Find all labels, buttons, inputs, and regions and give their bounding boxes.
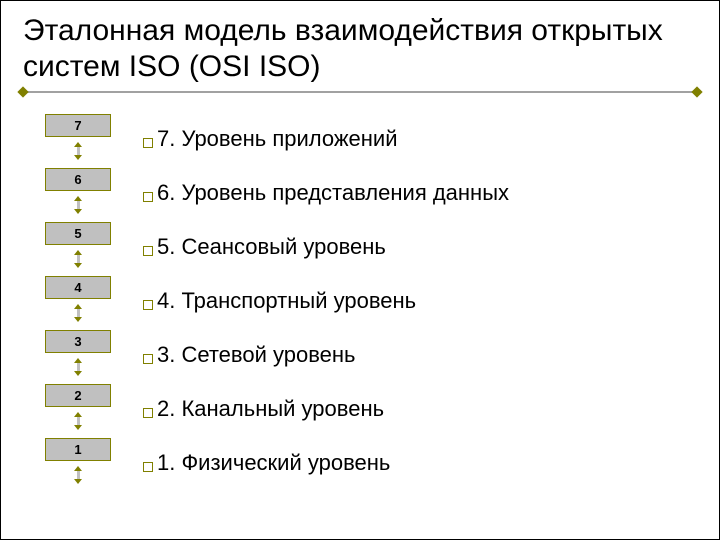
layer-description-text: 7. Уровень приложений — [157, 127, 398, 151]
layer-number-box: 1 — [45, 438, 111, 461]
layer-description: 6. Уровень представления данных — [133, 178, 697, 205]
layer-description: 2. Канальный уровень — [133, 394, 697, 421]
layer-description-text: 5. Сеансовый уровень — [157, 235, 386, 259]
layer-description: 3. Сетевой уровень — [133, 340, 697, 367]
number-column: 3 — [23, 330, 133, 378]
bullet-icon — [143, 192, 153, 202]
layer-number-box: 6 — [45, 168, 111, 191]
list-item: 5 5. Сеансовый уровень — [23, 219, 697, 273]
layer-description-text: 3. Сетевой уровень — [157, 343, 356, 367]
double-arrow-icon — [75, 248, 81, 270]
number-column: 6 — [23, 168, 133, 216]
number-column: 7 — [23, 114, 133, 162]
layer-description-text: 4. Транспортный уровень — [157, 289, 416, 313]
bullet-icon — [143, 300, 153, 310]
layer-number-box: 3 — [45, 330, 111, 353]
bullet-icon — [143, 354, 153, 364]
number-column: 2 — [23, 384, 133, 432]
layer-description: 4. Транспортный уровень — [133, 286, 697, 313]
list-item: 1 1. Физический уровень — [23, 435, 697, 489]
double-arrow-icon — [75, 410, 81, 432]
layer-description: 7. Уровень приложений — [133, 124, 697, 151]
bullet-icon — [143, 408, 153, 418]
list-item: 7 7. Уровень приложений — [23, 111, 697, 165]
double-arrow-icon — [75, 356, 81, 378]
layer-number-box: 2 — [45, 384, 111, 407]
layer-description-text: 6. Уровень представления данных — [157, 181, 509, 205]
double-arrow-icon — [75, 464, 81, 486]
list-item: 4 4. Транспортный уровень — [23, 273, 697, 327]
layer-number-box: 7 — [45, 114, 111, 137]
bullet-icon — [143, 462, 153, 472]
layer-description-text: 1. Физический уровень — [157, 451, 390, 475]
list-item: 6 6. Уровень представления данных — [23, 165, 697, 219]
layer-number-box: 5 — [45, 222, 111, 245]
page-title: Эталонная модель взаимодействия открытых… — [23, 13, 697, 85]
double-arrow-icon — [75, 302, 81, 324]
bullet-icon — [143, 246, 153, 256]
double-arrow-icon — [75, 194, 81, 216]
layer-number-box: 4 — [45, 276, 111, 299]
title-rule — [23, 91, 697, 93]
slide: Эталонная модель взаимодействия открытых… — [0, 0, 720, 540]
number-column: 1 — [23, 438, 133, 486]
number-column: 5 — [23, 222, 133, 270]
layer-description-text: 2. Канальный уровень — [157, 397, 384, 421]
list-item: 3 3. Сетевой уровень — [23, 327, 697, 381]
layer-description: 1. Физический уровень — [133, 448, 697, 475]
layer-list: 7 7. Уровень приложений 6 — [23, 111, 697, 489]
list-item: 2 2. Канальный уровень — [23, 381, 697, 435]
double-arrow-icon — [75, 140, 81, 162]
bullet-icon — [143, 138, 153, 148]
layer-description: 5. Сеансовый уровень — [133, 232, 697, 259]
number-column: 4 — [23, 276, 133, 324]
